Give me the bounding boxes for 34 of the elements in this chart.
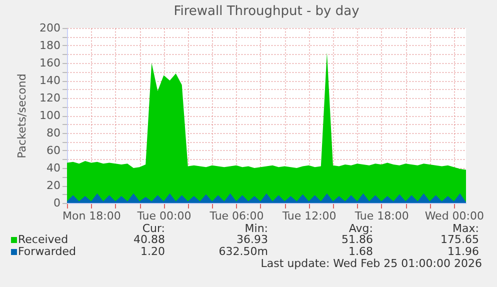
y-tick-label: 120	[40, 92, 60, 104]
y-tick-label: 0	[54, 196, 60, 210]
y-tick-label: 80	[46, 126, 60, 140]
text: 1.68	[348, 245, 373, 258]
y-tick-label: 160	[40, 56, 60, 70]
x-tick-label: Tue 00:00	[136, 210, 192, 222]
x-tick-label: Mon 18:00	[62, 210, 121, 222]
text: Last update: Wed Feb 25 01:00:00 2026	[260, 257, 482, 270]
text: Max:	[452, 222, 479, 235]
y-tick-label: 100	[40, 109, 60, 122]
legend-label: Received	[18, 233, 68, 246]
text: 36.93	[236, 233, 268, 246]
text: 632.50m	[218, 245, 268, 258]
y-tick-label: 20	[46, 179, 60, 192]
chart-title: Firewall Throughput - by day	[174, 4, 360, 19]
text: Min:	[244, 222, 268, 235]
legend-label: Forwarded	[18, 245, 76, 258]
text: Avg:	[348, 222, 373, 235]
y-tick-label: 140	[40, 74, 60, 87]
y-tick-label: 200	[40, 22, 60, 34]
text: 11.96	[448, 245, 479, 258]
text: 40.88	[134, 233, 165, 246]
x-tick-label: Tue 12:00	[281, 210, 336, 222]
text: 1.20	[140, 245, 165, 258]
text: 175.65	[440, 233, 479, 246]
text: Cur:	[142, 222, 165, 235]
text: 51.86	[342, 233, 373, 246]
y-axis-title: Packets/second	[16, 74, 29, 158]
y-tick-label: 40	[46, 162, 60, 174]
y-tick-label: 180	[40, 39, 60, 52]
x-tick-label: Tue 18:00	[354, 210, 409, 222]
x-tick-label: Wed 00:00	[424, 210, 484, 222]
y-tick-label: 60	[46, 144, 60, 157]
x-tick-label: Tue 06:00	[208, 210, 264, 222]
